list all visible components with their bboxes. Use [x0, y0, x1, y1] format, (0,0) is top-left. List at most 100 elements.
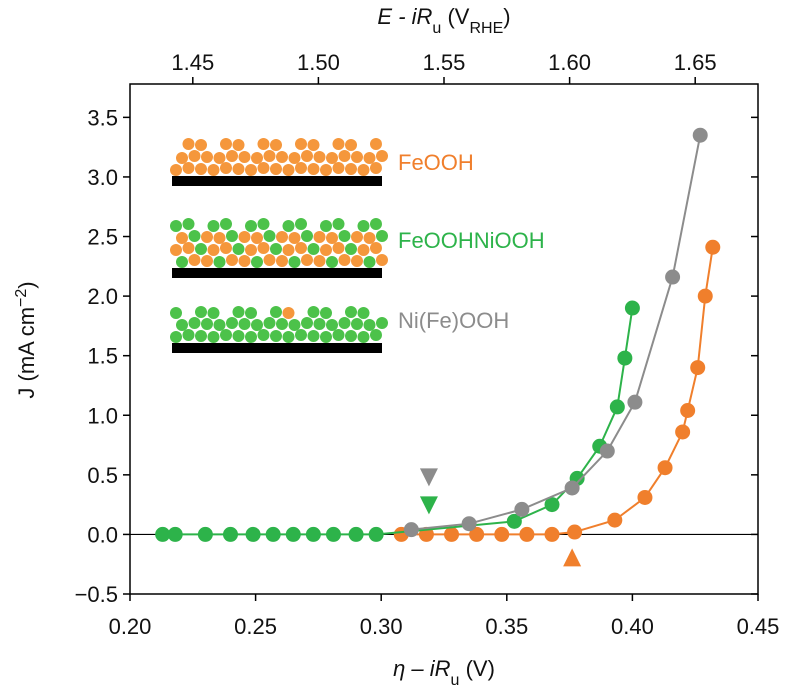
onset-marker: [419, 496, 438, 515]
particle: [345, 163, 357, 175]
particle: [176, 319, 188, 331]
particle: [370, 162, 382, 174]
particle: [301, 230, 313, 242]
particle: [270, 243, 282, 255]
data-point: [637, 489, 653, 505]
series-line: [401, 247, 714, 536]
data-point: [348, 526, 364, 542]
onset-marker: [563, 548, 582, 567]
particle: [370, 138, 382, 150]
particle: [207, 220, 220, 232]
particle: [338, 230, 351, 242]
data-point: [617, 350, 633, 366]
particle: [276, 318, 288, 330]
particle: [195, 163, 207, 175]
data-point: [627, 394, 643, 410]
particle: [351, 255, 363, 267]
particle: [326, 256, 338, 268]
particle: [320, 331, 332, 343]
particle: [363, 232, 376, 244]
particle: [307, 243, 320, 255]
data-point: [494, 526, 510, 542]
particle: [207, 164, 220, 176]
x-tick-label: 0.20: [109, 614, 152, 639]
particle: [188, 150, 201, 162]
particle: [263, 254, 276, 266]
particle: [195, 330, 207, 342]
particle: [370, 218, 382, 230]
particle: [276, 151, 288, 163]
particle: [270, 163, 282, 175]
particle: [232, 163, 245, 175]
particle: [188, 254, 201, 266]
y-tick-label: 3.0: [87, 165, 118, 190]
particle: [313, 255, 326, 267]
x2-tick-label: 1.45: [171, 50, 214, 75]
particle: [357, 307, 370, 319]
substrate: [172, 343, 382, 353]
particle: [245, 331, 257, 343]
x2-tick-label: 1.65: [674, 50, 717, 75]
data-point: [368, 526, 384, 542]
particle: [295, 162, 307, 174]
series-line: [162, 307, 634, 536]
data-point: [155, 526, 171, 542]
particle: [345, 243, 357, 255]
particle: [263, 230, 276, 242]
particle: [213, 319, 226, 331]
x-axis-label-part: u: [451, 672, 460, 689]
y-tick-label: 0.5: [87, 463, 118, 488]
x-tick-label: 0.25: [234, 614, 277, 639]
y-tick-label: 2.0: [87, 284, 118, 309]
particle: [251, 256, 263, 268]
data-point: [680, 402, 696, 418]
data-point: [197, 526, 213, 542]
particle: [338, 150, 351, 162]
x2-axis-label-part: RHE: [469, 20, 503, 37]
data-point: [624, 300, 640, 316]
particle: [351, 318, 363, 330]
particle: [295, 329, 307, 341]
particle: [301, 317, 313, 329]
particle: [170, 244, 182, 256]
particle: [357, 220, 370, 232]
x-axis-label: η – iRu (V): [393, 656, 495, 689]
particle: [301, 254, 313, 266]
particle: [226, 150, 238, 162]
x-axis-label-part: (V): [459, 656, 494, 681]
data-point: [564, 480, 580, 496]
particle: [238, 318, 251, 330]
particle: [307, 139, 320, 151]
x-tick-label: 0.40: [611, 614, 654, 639]
data-point: [607, 512, 623, 528]
data-point: [444, 526, 460, 542]
particle: [257, 218, 270, 230]
data-point: [599, 443, 615, 459]
particle: [232, 330, 245, 342]
legend-label: FeOOH: [398, 150, 474, 175]
particle: [376, 230, 388, 242]
data-point: [514, 501, 530, 517]
particle: [276, 231, 288, 243]
x2-axis-label-part: E - iR: [377, 4, 432, 29]
data-point: [665, 269, 681, 285]
data-point: [544, 497, 560, 513]
particle: [376, 317, 388, 329]
particle: [182, 242, 195, 254]
particle: [376, 254, 388, 266]
x-tick-label: 0.35: [485, 614, 528, 639]
particle: [170, 164, 182, 176]
particle: [213, 232, 226, 244]
particle: [257, 329, 270, 341]
particle: [307, 330, 320, 342]
particle: [363, 152, 376, 164]
particle: [288, 152, 301, 164]
data-point: [519, 526, 535, 542]
data-point: [222, 526, 238, 542]
particle: [195, 306, 207, 318]
data-point: [506, 513, 522, 529]
particle: [182, 329, 195, 341]
particle: [176, 256, 188, 268]
particle: [170, 331, 182, 343]
particle: [182, 162, 195, 174]
